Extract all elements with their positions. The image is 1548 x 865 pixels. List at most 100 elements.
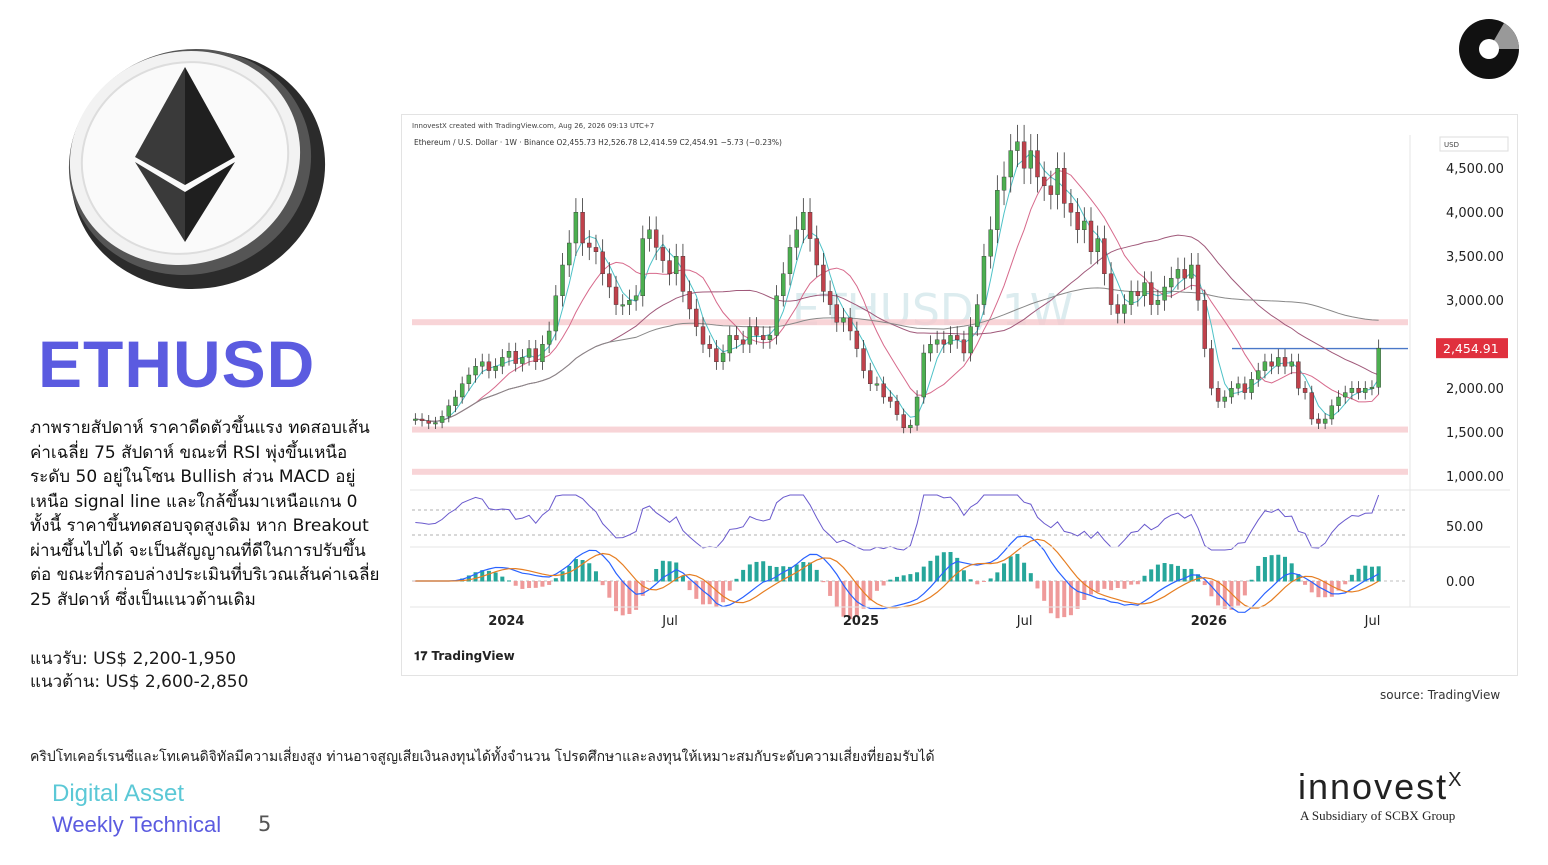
candle-body xyxy=(914,396,920,426)
candle-body xyxy=(593,247,599,252)
candle-body xyxy=(821,264,826,292)
y-tick-label: 4,000.00 xyxy=(1446,206,1504,221)
macd-histogram-bar xyxy=(1035,581,1040,589)
macd-histogram-bar xyxy=(854,581,859,617)
candle-body xyxy=(1329,405,1335,420)
candle-body xyxy=(761,335,766,340)
macd-histogram-bar xyxy=(814,569,819,582)
candle-body xyxy=(988,229,993,257)
macd-histogram-bar xyxy=(774,566,779,582)
candle-body xyxy=(1008,150,1013,178)
brand-subtitle: A Subsidiary of SCBX Group xyxy=(1300,808,1456,823)
candle-body xyxy=(1035,150,1040,178)
x-tick-label: 2026 xyxy=(1191,614,1227,629)
macd-signal-line xyxy=(415,538,1379,609)
macd-histogram-bar xyxy=(1309,581,1314,593)
candle-body xyxy=(720,352,726,363)
macd-histogram-bar xyxy=(1343,581,1348,585)
macd-histogram-bar xyxy=(1142,575,1147,582)
macd-histogram-bar xyxy=(1303,581,1308,585)
macd-histogram-bar xyxy=(547,581,552,585)
macd-histogram-bar xyxy=(493,572,498,582)
candle-body xyxy=(1102,238,1107,274)
chart-source: source: TradingView xyxy=(1380,688,1501,702)
candle-body xyxy=(426,420,431,424)
macd-histogram-bar xyxy=(915,572,920,582)
macd-histogram-bar xyxy=(935,555,940,582)
candle-body xyxy=(473,365,478,376)
macd-histogram-bar xyxy=(741,569,746,582)
macd-histogram-bar xyxy=(1008,556,1013,582)
candle-body xyxy=(995,189,1000,230)
macd-histogram-bar xyxy=(1102,581,1107,589)
candle-body xyxy=(1075,211,1080,230)
macd-histogram-bar xyxy=(821,581,826,583)
macd-histogram-bar xyxy=(1256,565,1261,582)
candle-body xyxy=(1302,388,1308,393)
macd-histogram-bar xyxy=(1349,574,1354,582)
candle-body xyxy=(740,339,746,345)
candle-body xyxy=(1182,269,1187,279)
macd-histogram-bar xyxy=(700,581,706,605)
macd-histogram-bar xyxy=(995,572,1000,582)
candle-body xyxy=(841,317,846,323)
macd-histogram-bar xyxy=(955,557,960,582)
candle-body xyxy=(888,396,893,402)
horizontal-zone xyxy=(412,468,1408,475)
macd-histogram-bar xyxy=(466,575,471,582)
candle-body xyxy=(433,422,438,425)
candle-body xyxy=(1135,291,1141,296)
macd-histogram-bar xyxy=(1363,565,1368,582)
macd-histogram-bar xyxy=(593,571,598,582)
macd-histogram-bar xyxy=(981,581,986,582)
macd-histogram-bar xyxy=(761,561,766,582)
macd-histogram-bar xyxy=(1356,568,1361,582)
macd-histogram-bar xyxy=(506,580,512,582)
candle-body xyxy=(1356,388,1361,393)
macd-histogram-bar xyxy=(527,581,532,589)
tradingview-brand: 𝟏𝟕 TradingView xyxy=(414,649,515,663)
x-tick-label: Jul xyxy=(661,614,678,629)
candle-body xyxy=(1041,176,1047,187)
candle-body xyxy=(700,326,706,345)
candle-body xyxy=(807,211,813,239)
candle-body xyxy=(928,343,933,354)
candle-body xyxy=(513,351,518,364)
candle-body xyxy=(1155,299,1161,305)
page-number: 5 xyxy=(258,812,272,836)
macd-histogram-bar xyxy=(874,581,879,591)
candle-body xyxy=(1068,203,1074,213)
candle-body xyxy=(767,335,773,340)
candle-body xyxy=(453,396,458,407)
candle-body xyxy=(894,401,900,415)
macd-histogram-bar xyxy=(841,581,846,617)
macd-histogram-bar xyxy=(881,581,886,586)
macd-histogram-bar xyxy=(868,581,873,601)
macd-histogram-bar xyxy=(1109,581,1114,591)
macd-histogram-bar xyxy=(968,579,973,582)
macd-histogram-bar xyxy=(1175,565,1180,582)
macd-histogram-bar xyxy=(1196,574,1201,582)
candle-body xyxy=(1282,357,1288,367)
macd-histogram-bar xyxy=(1229,581,1234,610)
y-tick-label: 1,000.00 xyxy=(1446,470,1504,485)
chart-created-line: InnovestX created with TradingView.com, … xyxy=(412,122,654,130)
macd-histogram-bar xyxy=(1082,581,1087,600)
macd-histogram-bar xyxy=(948,551,953,582)
macd-histogram-bar xyxy=(654,568,659,582)
x-tick-label: Jul xyxy=(1364,614,1381,629)
candle-body xyxy=(1349,388,1355,393)
candle-body xyxy=(573,211,579,244)
macd-histogram-bar xyxy=(1135,581,1140,585)
macd-histogram-bar xyxy=(614,581,619,612)
candle-body xyxy=(1055,168,1060,195)
macd-histogram-bar xyxy=(1055,581,1060,619)
candle-body xyxy=(1115,304,1120,314)
candle-body xyxy=(607,273,612,288)
price-chart: InnovestX created with TradingView.com, … xyxy=(401,114,1518,676)
macd-histogram-bar xyxy=(1262,557,1267,582)
macd-histogram-bar xyxy=(781,566,786,582)
ethereum-coin-icon xyxy=(68,49,326,289)
macd-histogram-bar xyxy=(1115,581,1120,588)
macd-histogram-bar xyxy=(928,560,933,582)
